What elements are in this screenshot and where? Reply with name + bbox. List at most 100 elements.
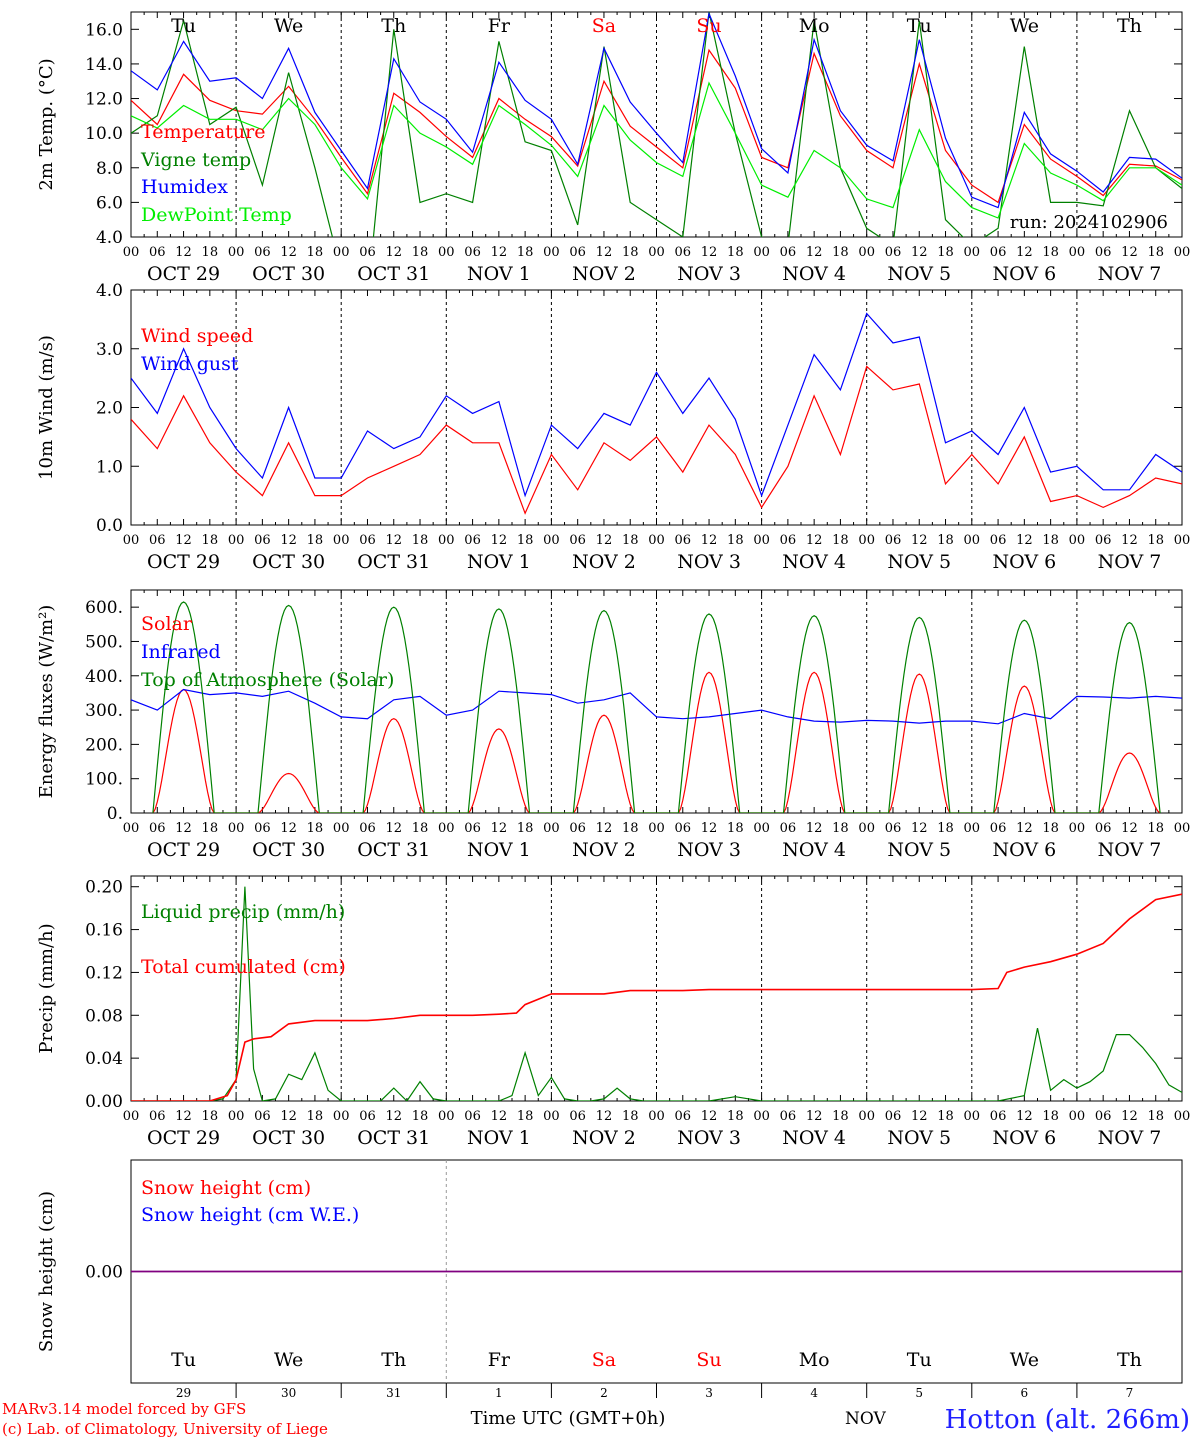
weekday-label: Mo xyxy=(799,15,830,37)
date-label: NOV 7 xyxy=(1098,263,1162,285)
hour-tick-label: 00 xyxy=(228,1109,245,1124)
time-axis-label: Time UTC (GMT+0h) xyxy=(471,1408,666,1429)
day-number-label: 29 xyxy=(176,1386,191,1400)
hour-tick-label: 00 xyxy=(1069,1109,1086,1124)
series-line-wind-gust xyxy=(131,312,1182,498)
month-label: NOV xyxy=(845,1409,887,1429)
hour-tick-label: 12 xyxy=(596,245,613,260)
hour-tick-label: 00 xyxy=(123,1109,140,1124)
y-tick-label: 3.0 xyxy=(96,340,123,360)
hour-tick-label: 06 xyxy=(990,821,1007,836)
y-axis-label: Snow height (cm) xyxy=(36,1191,57,1352)
plot-area xyxy=(131,886,1182,1101)
hour-tick-label: 12 xyxy=(596,821,613,836)
footer-model: MARv3.14 model forced by GFS xyxy=(2,1400,246,1418)
hour-tick-label: 12 xyxy=(806,1109,823,1124)
hour-tick-label: 00 xyxy=(858,533,875,548)
hour-tick-label: 12 xyxy=(701,533,718,548)
hour-tick-label: 06 xyxy=(149,821,166,836)
hour-tick-label: 00 xyxy=(333,245,350,260)
y-tick-label: 8.0 xyxy=(96,159,123,179)
hour-tick-label: 18 xyxy=(1147,821,1164,836)
hour-tick-label: 06 xyxy=(780,821,797,836)
date-label: NOV 2 xyxy=(572,1127,636,1149)
hour-tick-label: 18 xyxy=(1042,1109,1059,1124)
hour-tick-label: 18 xyxy=(412,245,429,260)
hour-tick-label: 12 xyxy=(491,1109,508,1124)
panel-3: 00 06 12 18 00 06 12 18 00 06 12 18 00 06 12 18 00 06 12 18… xyxy=(36,589,1191,861)
hour-tick-label: 12 xyxy=(911,821,928,836)
hour-tick-label: 18 xyxy=(517,533,534,548)
hour-tick-label: 06 xyxy=(780,533,797,548)
station-label: Hotton (alt. 266m) xyxy=(945,1405,1190,1435)
hour-tick-label: 00 xyxy=(123,533,140,548)
date-label: NOV 4 xyxy=(782,551,846,573)
hour-tick-label: 06 xyxy=(885,1109,902,1124)
y-tick-label: 400. xyxy=(85,667,123,687)
hour-tick-label: 18 xyxy=(307,1109,324,1124)
hour-tick-label: 00 xyxy=(1069,245,1086,260)
panel-5: 0.00 Snow height (cm) Snow height (cm) Snow… xyxy=(36,1159,1183,1400)
series-line-top-of-atmosphere-solar- xyxy=(152,601,1161,813)
date-label: NOV 7 xyxy=(1098,839,1162,861)
weekday-label: Fr xyxy=(488,1349,511,1371)
date-label: NOV 7 xyxy=(1098,1127,1162,1149)
hour-tick-label: 12 xyxy=(911,533,928,548)
hour-tick-label: 12 xyxy=(280,245,297,260)
hour-tick-label: 18 xyxy=(622,821,639,836)
hour-tick-label: 06 xyxy=(990,245,1007,260)
hour-tick-label: 00 xyxy=(543,1109,560,1124)
legend-entry: Liquid precip (mm/h) xyxy=(141,901,345,923)
hour-tick-label: 00 xyxy=(1174,821,1191,836)
series-line-liquid-precip-mm-h- xyxy=(131,886,1182,1101)
hour-tick-label: 06 xyxy=(149,1109,166,1124)
day-number-label: 5 xyxy=(915,1386,923,1400)
plot-area xyxy=(131,601,1182,813)
hour-tick-label: 12 xyxy=(175,533,192,548)
y-tick-label: 600. xyxy=(85,598,123,618)
hour-tick-label: 00 xyxy=(753,1109,770,1124)
y-tick-label: 0.00 xyxy=(85,1263,123,1283)
hour-tick-label: 18 xyxy=(202,245,219,260)
y-tick-label: 10.0 xyxy=(85,124,123,144)
y-tick-label: 0.16 xyxy=(85,921,123,941)
hour-tick-label: 00 xyxy=(648,821,665,836)
weekday-label: Sa xyxy=(592,15,616,37)
hour-tick-label: 18 xyxy=(832,821,849,836)
hour-tick-label: 12 xyxy=(385,1109,402,1124)
hour-tick-label: 18 xyxy=(517,1109,534,1124)
hour-tick-label: 00 xyxy=(438,245,455,260)
y-tick-label: 16.0 xyxy=(85,20,123,40)
hour-tick-label: 12 xyxy=(806,245,823,260)
hour-tick-label: 00 xyxy=(964,533,981,548)
hour-tick-label: 12 xyxy=(491,245,508,260)
footer-credit: (c) Lab. of Climatology, University of L… xyxy=(2,1420,328,1438)
y-tick-label: 0.00 xyxy=(85,1092,123,1112)
hour-tick-label: 18 xyxy=(517,821,534,836)
hour-tick-label: 00 xyxy=(1069,533,1086,548)
series-line-total-cumulated-cm- xyxy=(131,893,1182,1101)
hour-tick-label: 18 xyxy=(937,245,954,260)
hour-tick-label: 06 xyxy=(1095,1109,1112,1124)
y-axis-label: Precip (mm/h) xyxy=(36,923,57,1053)
legend-entry: DewPoint Temp xyxy=(141,204,292,226)
weekday-label: We xyxy=(1010,1349,1039,1371)
y-tick-label: 0.04 xyxy=(85,1049,123,1069)
weekday-label: Tu xyxy=(171,1349,196,1371)
hour-tick-label: 12 xyxy=(385,533,402,548)
hour-tick-label: 00 xyxy=(333,821,350,836)
hour-tick-label: 18 xyxy=(937,533,954,548)
hour-tick-label: 06 xyxy=(780,245,797,260)
hour-tick-label: 18 xyxy=(202,533,219,548)
y-axis-label: Energy fluxes (W/m²) xyxy=(36,605,57,799)
series-line-wind-speed xyxy=(131,365,1182,515)
hour-tick-label: 06 xyxy=(149,533,166,548)
hour-tick-label: 18 xyxy=(412,533,429,548)
hour-tick-label: 00 xyxy=(1174,1109,1191,1124)
weekday-label: Su xyxy=(696,15,721,37)
weekday-label: Th xyxy=(381,1349,406,1371)
legend-entry: Wind gust xyxy=(141,353,239,375)
hour-tick-label: 06 xyxy=(254,245,271,260)
date-label: NOV 2 xyxy=(572,263,636,285)
